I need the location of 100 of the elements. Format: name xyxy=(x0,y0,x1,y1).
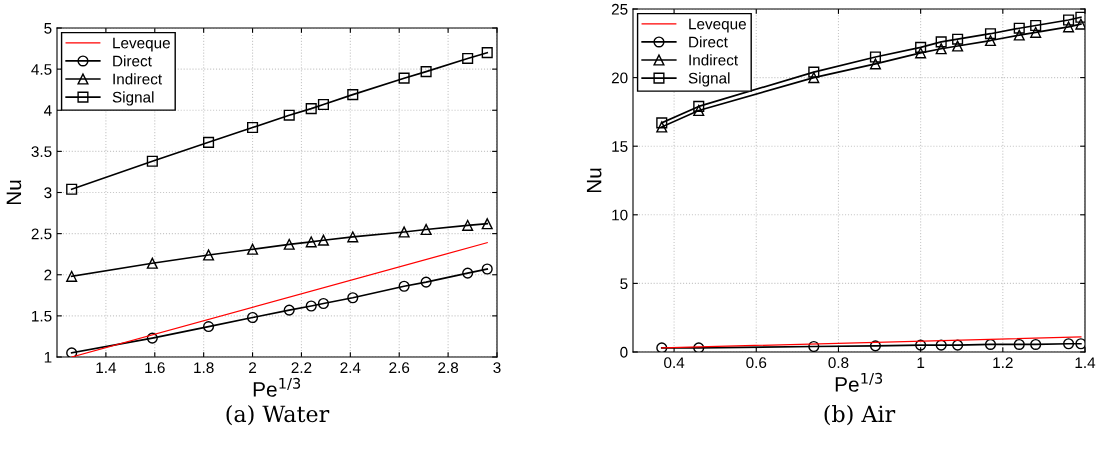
point xyxy=(246,121,259,134)
point xyxy=(246,243,259,255)
point xyxy=(952,339,964,351)
point xyxy=(1075,18,1085,30)
x-tick-label: 2.2 xyxy=(291,362,312,373)
point xyxy=(1075,338,1085,350)
y-tick-label: 4 xyxy=(43,105,52,116)
y-tick-label: 2.5 xyxy=(31,228,52,240)
legend-label: Signal xyxy=(688,72,730,87)
legend-label: Leveque xyxy=(689,18,746,33)
y-tick-label: 4.5 xyxy=(31,64,52,75)
legend-label: Direct xyxy=(689,36,728,48)
point xyxy=(693,342,705,352)
x-tick-label: 2.6 xyxy=(389,362,410,374)
point xyxy=(1063,21,1075,33)
legend-label: Signal xyxy=(112,91,154,106)
y-tick-label: 20 xyxy=(611,72,628,84)
y-tick-label: 0 xyxy=(620,346,628,358)
point xyxy=(146,155,158,167)
point xyxy=(66,347,78,357)
point xyxy=(398,280,410,292)
point xyxy=(202,321,215,333)
point xyxy=(656,121,668,133)
point xyxy=(984,338,997,351)
point xyxy=(317,297,330,310)
point xyxy=(656,342,668,352)
point xyxy=(420,276,432,288)
point xyxy=(283,109,295,121)
x-tick-label: 0.4 xyxy=(664,357,685,369)
point xyxy=(1030,26,1042,38)
legend-label: Leveque xyxy=(113,37,170,52)
point xyxy=(656,117,668,129)
point xyxy=(202,136,215,148)
x-tick-label: 1.6 xyxy=(145,362,165,374)
point xyxy=(66,183,78,195)
x-tick-label: 3 xyxy=(493,362,501,374)
point xyxy=(935,36,947,48)
point xyxy=(462,267,474,279)
point xyxy=(146,257,158,269)
text: (b) Air xyxy=(824,405,896,426)
point xyxy=(1013,338,1025,351)
x-tick-label: 0.6 xyxy=(746,357,767,369)
point xyxy=(398,226,410,238)
point xyxy=(1013,29,1025,41)
x-tick-label: 1.4 xyxy=(1075,357,1096,368)
point xyxy=(1013,22,1025,34)
point xyxy=(347,292,359,304)
y-tick-label: 3 xyxy=(44,187,52,199)
x-tick-label: 1.2 xyxy=(993,357,1013,368)
y-tick-label: 10 xyxy=(612,209,628,221)
point xyxy=(952,33,964,45)
point xyxy=(317,98,330,111)
point xyxy=(984,34,997,47)
point xyxy=(146,332,158,344)
point xyxy=(420,66,432,78)
x-tick-label: 0.8 xyxy=(828,357,849,369)
x-axis-title: Pe$^{1/3}$ xyxy=(835,372,883,392)
x-tick-label: 2.8 xyxy=(438,362,459,374)
point xyxy=(869,51,881,63)
point xyxy=(283,304,295,316)
point xyxy=(984,28,997,40)
point xyxy=(481,263,493,275)
point xyxy=(305,236,317,248)
point xyxy=(935,339,947,351)
point xyxy=(347,231,359,243)
point xyxy=(283,238,295,250)
point xyxy=(808,66,820,78)
y-tick-label: 3.5 xyxy=(31,146,52,158)
y-tick-label: 5 xyxy=(620,278,628,290)
y-tick-label: 25 xyxy=(611,3,628,15)
y-axis-title: Nu xyxy=(586,168,602,193)
point xyxy=(935,43,947,55)
y-tick-label: 2 xyxy=(44,269,52,281)
x-tick-label: 2.4 xyxy=(340,362,361,373)
y-axis-title: Nu xyxy=(6,180,22,205)
point xyxy=(305,103,317,115)
point xyxy=(246,311,259,324)
point xyxy=(305,300,317,312)
point xyxy=(1030,19,1042,32)
point xyxy=(1063,338,1075,350)
point xyxy=(347,89,359,101)
point xyxy=(398,72,410,84)
point xyxy=(1030,338,1042,351)
point xyxy=(693,104,705,117)
point xyxy=(915,41,927,53)
x-tick-label: 1.4 xyxy=(96,362,117,373)
point xyxy=(481,47,493,59)
point xyxy=(808,340,820,352)
point xyxy=(317,234,330,246)
point xyxy=(952,40,964,52)
text: (a) Water xyxy=(226,405,330,426)
y-tick-label: 15 xyxy=(612,141,628,152)
point xyxy=(808,72,820,84)
x-tick-label: 2 xyxy=(249,362,257,373)
x-axis-title: Pe$^{1/3}$ xyxy=(253,377,301,397)
point xyxy=(693,100,705,112)
point xyxy=(1075,11,1085,23)
x-tick-label: 1 xyxy=(917,357,925,368)
legend-label: Indirect xyxy=(689,54,738,66)
point xyxy=(869,58,881,70)
